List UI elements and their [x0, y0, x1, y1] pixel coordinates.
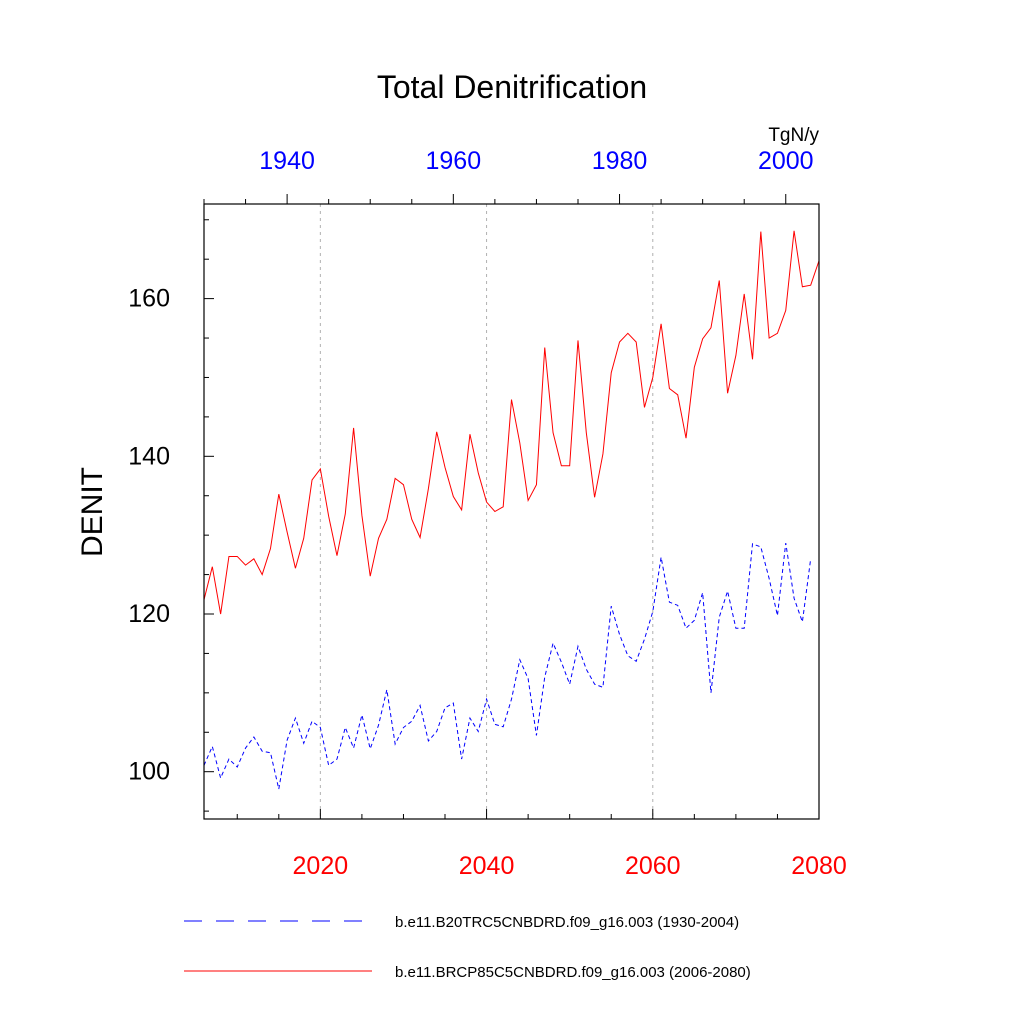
- x-tick-label-bottom: 2080: [791, 852, 847, 880]
- x-tick-label-bottom: 2040: [459, 852, 515, 880]
- x-tick-label-top: 1980: [592, 147, 648, 175]
- legend-label: b.e11.B20TRC5CNBDRD.f09_g16.003 (1930-20…: [395, 914, 739, 931]
- series-line: [203, 230, 820, 615]
- chart-title: Total Denitrification: [377, 69, 647, 105]
- vertical-grid: [319, 204, 654, 819]
- units-label: TgN/y: [768, 125, 819, 146]
- y-tick-label: 140: [128, 442, 170, 470]
- y-tick-label: 160: [128, 285, 170, 313]
- x-tick-label-top: 1940: [259, 147, 315, 175]
- plot-frame: [203, 203, 820, 820]
- axes-group: 2020 2040 2060 2080 1940 1960 1980 2000 100 120 14…: [128, 147, 847, 880]
- x-tick-label-top: 2000: [758, 147, 814, 175]
- series-group: [203, 230, 820, 790]
- x-tick-label-bottom: 2060: [625, 852, 681, 880]
- y-axis-label: DENIT: [76, 467, 109, 557]
- series-line: [203, 542, 812, 790]
- x-tick-label-top: 1960: [426, 147, 482, 175]
- y-tick-label: 100: [128, 758, 170, 786]
- legend: b.e11.B20TRC5CNBDRD.f09_g16.003 (1930-20…: [184, 914, 751, 981]
- legend-label: b.e11.BRCP85C5CNBDRD.f09_g16.003 (2006-2…: [395, 964, 751, 981]
- y-tick-label: 120: [128, 600, 170, 628]
- x-tick-label-bottom: 2020: [293, 852, 349, 880]
